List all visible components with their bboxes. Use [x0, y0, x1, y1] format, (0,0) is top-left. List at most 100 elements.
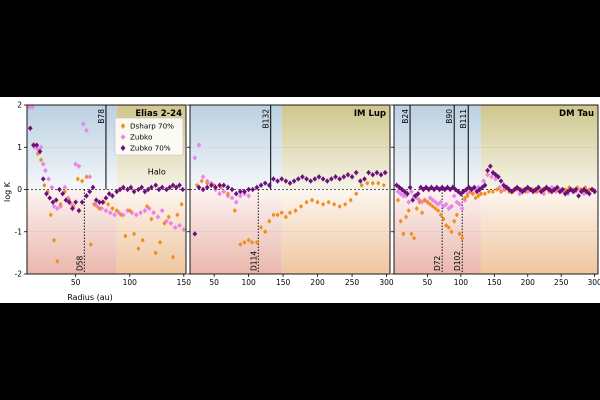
- legend-marker: [120, 134, 126, 140]
- data-point: [316, 174, 322, 180]
- data-point: [362, 176, 367, 182]
- series-zubko-70-: [27, 125, 186, 214]
- data-point: [431, 204, 435, 209]
- data-point: [97, 199, 102, 205]
- data-point: [447, 186, 453, 193]
- legend-label: Zubko: [130, 133, 152, 142]
- data-point: [107, 210, 113, 216]
- data-point: [128, 184, 134, 190]
- data-point: [156, 186, 162, 193]
- data-point: [343, 202, 347, 206]
- data-point: [53, 197, 59, 203]
- data-point: [80, 179, 84, 183]
- legend-box: [114, 117, 184, 156]
- data-point: [60, 191, 66, 197]
- data-point: [70, 205, 75, 212]
- data-point: [103, 208, 109, 214]
- x-tick-label: 150: [487, 278, 502, 287]
- data-point: [573, 186, 579, 193]
- data-point: [395, 189, 401, 195]
- data-point: [40, 176, 46, 182]
- x-tick-label: 100: [241, 278, 256, 287]
- data-point: [142, 189, 148, 195]
- data-point: [423, 184, 429, 190]
- data-point: [36, 151, 40, 156]
- data-point: [421, 186, 426, 193]
- data-point: [42, 183, 47, 187]
- data-point: [196, 142, 202, 148]
- data-point: [103, 195, 109, 201]
- data-point: [221, 189, 227, 195]
- data-point: [449, 203, 454, 209]
- data-point: [592, 189, 598, 195]
- data-point: [275, 213, 280, 217]
- data-point: [172, 224, 178, 231]
- bright-ring-label: B78: [97, 109, 106, 124]
- data-point: [250, 186, 256, 193]
- data-point: [560, 186, 565, 193]
- data-point: [404, 191, 410, 197]
- data-point: [271, 176, 276, 182]
- data-point: [263, 230, 267, 234]
- data-point: [166, 215, 171, 219]
- data-point: [401, 232, 406, 236]
- data-point: [159, 208, 165, 214]
- data-point: [123, 234, 128, 238]
- data-point: [418, 184, 424, 190]
- data-point: [177, 222, 182, 229]
- data-point: [398, 219, 403, 223]
- data-point: [320, 176, 326, 182]
- data-point: [454, 199, 460, 205]
- data-point: [38, 144, 44, 150]
- data-point: [304, 200, 309, 204]
- data-point: [348, 198, 353, 202]
- y-tick-label: -2: [15, 270, 23, 279]
- data-point: [312, 176, 318, 182]
- data-point: [299, 204, 303, 209]
- data-point: [204, 184, 210, 190]
- data-point: [287, 180, 293, 186]
- data-point: [415, 206, 419, 211]
- data-point: [192, 231, 198, 237]
- data-point: [333, 174, 338, 180]
- panel-elias-2-24: B78 D58 Elias 2-24 Halo 50 100 150 2 1 0 -1 -2 Dshar…: [15, 101, 192, 287]
- data-point: [382, 170, 388, 176]
- data-point: [587, 187, 592, 192]
- data-point: [487, 163, 493, 169]
- data-point: [62, 184, 68, 190]
- x-tick-label: 200: [521, 278, 536, 287]
- data-point: [42, 167, 48, 174]
- data-point: [84, 175, 89, 179]
- data-point: [148, 184, 154, 190]
- legend: Dsharp 70% Zubko Zubko 70%: [114, 117, 184, 156]
- data-point: [476, 194, 480, 198]
- data-point: [125, 208, 130, 214]
- data-point: [438, 199, 444, 205]
- data-point: [153, 182, 159, 188]
- panel-im-lup: B132 D114 IM Lup 50 100 150 200 250 300: [187, 104, 394, 287]
- data-point: [332, 202, 336, 206]
- legend-marker: [121, 124, 125, 128]
- bright-ring-label: B24: [401, 109, 410, 124]
- data-point: [221, 182, 227, 188]
- data-point: [396, 198, 400, 202]
- y-tick-label: 2: [17, 101, 22, 110]
- data-point: [27, 125, 33, 131]
- figure-canvas: B78 D58 Elias 2-24 Halo 50 100 150 2 1 0 -1 -2 Dshar…: [0, 97, 600, 303]
- bright-ring-label: B90: [445, 109, 454, 124]
- data-point: [459, 205, 465, 212]
- data-point: [425, 200, 430, 204]
- data-point: [423, 198, 427, 202]
- data-point: [47, 195, 53, 201]
- data-point: [581, 186, 587, 193]
- series-zubko-70-: [192, 170, 388, 237]
- data-point: [145, 186, 151, 193]
- data-point: [280, 211, 284, 215]
- data-point: [382, 183, 386, 187]
- data-point: [404, 215, 408, 219]
- data-point: [300, 174, 305, 180]
- data-point: [353, 170, 359, 176]
- data-point: [114, 189, 120, 195]
- data-point: [120, 184, 126, 190]
